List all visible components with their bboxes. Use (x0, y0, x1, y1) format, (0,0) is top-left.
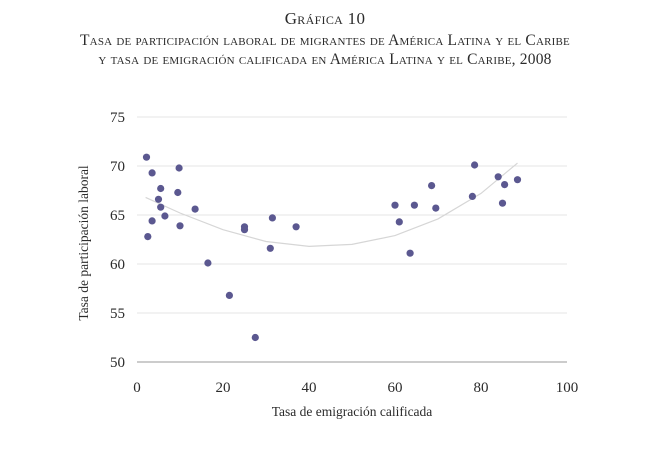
data-point (161, 212, 169, 220)
grid-lines (137, 116, 567, 363)
x-tick-labels: 0 20 40 60 80 100 (133, 380, 578, 396)
chart-title-line-2: y tasa de emigración calificada en Améri… (98, 51, 552, 68)
x-axis-label: Tasa de emigración calificada (272, 404, 433, 419)
x-tick-label: 100 (556, 380, 579, 396)
data-point (148, 217, 156, 225)
y-axis-label: Tasa de participación laboral (76, 165, 91, 321)
data-point (268, 214, 276, 222)
x-tick-label: 80 (474, 380, 489, 396)
data-point (174, 188, 182, 197)
x-tick-label: 40 (302, 380, 317, 396)
data-points (142, 153, 522, 342)
data-point (204, 259, 212, 267)
data-point (513, 176, 522, 184)
chart-title: Tasa de participación laboral de migrant… (0, 31, 650, 69)
data-point (154, 195, 163, 203)
data-point (432, 204, 440, 212)
data-point (428, 182, 436, 190)
data-point (157, 203, 165, 211)
chart-title-line-1: Tasa de participación laboral de migrant… (80, 32, 570, 49)
figure-label: Gráfica 10 (284, 9, 366, 28)
data-point (251, 333, 259, 342)
data-point (148, 169, 156, 177)
data-point (225, 291, 233, 299)
y-tick-label: 50 (110, 355, 125, 371)
data-point (266, 244, 274, 252)
data-point (240, 226, 249, 234)
data-point (142, 153, 151, 161)
data-point (292, 223, 300, 231)
y-tick-label: 75 (110, 110, 125, 126)
x-tick-label: 20 (216, 380, 231, 396)
x-tick-label: 60 (388, 380, 403, 396)
data-point (471, 161, 479, 169)
y-tick-label: 65 (110, 208, 125, 224)
data-point (468, 192, 476, 200)
data-point (494, 173, 502, 181)
data-point (175, 164, 183, 172)
data-point (410, 201, 418, 209)
data-point (176, 222, 184, 230)
data-point (157, 184, 165, 193)
trend-line (145, 162, 518, 248)
y-tick-label: 60 (110, 257, 125, 273)
y-tick-labels: 50 55 60 65 70 75 (110, 110, 125, 371)
data-point (191, 205, 199, 213)
data-point (501, 181, 509, 189)
data-point (391, 201, 399, 209)
x-tick-label: 0 (133, 380, 141, 396)
data-point (406, 249, 414, 257)
data-point (395, 218, 403, 226)
y-tick-label: 55 (110, 306, 125, 322)
data-point (144, 233, 152, 241)
y-tick-label: 70 (110, 159, 125, 175)
data-point (498, 199, 507, 207)
